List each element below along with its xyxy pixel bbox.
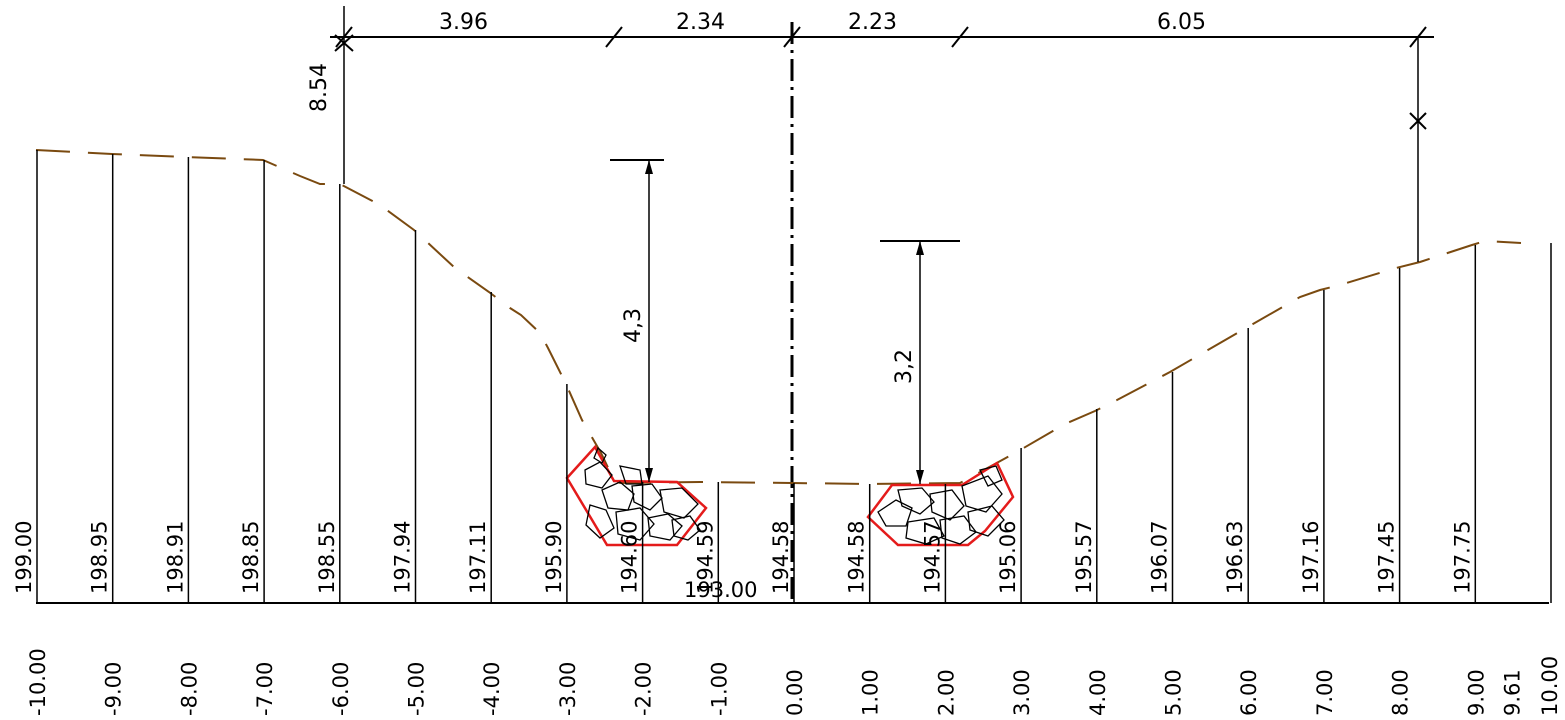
elevation-label: 194.58 — [769, 521, 793, 594]
station-label: 5.00 — [1162, 669, 1186, 716]
elevation-label: 197.45 — [1375, 521, 1399, 594]
elevation-label: 195.57 — [1072, 521, 1096, 594]
elevation-label: 199.00 — [12, 521, 36, 594]
station-label: -5.00 — [405, 662, 429, 716]
elevation-label: 197.94 — [391, 521, 415, 594]
height-dim-right-arrow-bottom — [916, 470, 924, 484]
elevation-label: 197.11 — [466, 521, 490, 594]
elevation-label: 196.07 — [1148, 521, 1172, 594]
height-dim-right-label: 3,2 — [892, 349, 917, 384]
elevation-label: 197.75 — [1450, 521, 1474, 594]
station-label: -1.00 — [707, 662, 731, 716]
station-label: 6.00 — [1237, 669, 1261, 716]
top-dim-label-4: 6.05 — [1157, 10, 1206, 35]
ground-profile — [36, 150, 1521, 484]
left-vertical-dim-label: 8.54 — [307, 63, 332, 112]
height-dim-left-arrow-bottom — [645, 468, 653, 482]
station-label: 4.00 — [1086, 669, 1110, 716]
station-label: 10.00 — [1538, 656, 1562, 716]
station-label: -7.00 — [253, 662, 277, 716]
elevation-label: 195.06 — [996, 521, 1020, 594]
station-label: -4.00 — [480, 662, 504, 716]
station-label: -2.00 — [632, 662, 656, 716]
station-label: -6.00 — [329, 662, 353, 716]
station-lines: 199.00 -10.00 198.95 -9.00 198.91 -8.00 198.85… — [12, 150, 1562, 716]
elevation-label: 197.16 — [1299, 521, 1323, 594]
height-dim-left-label: 4,3 — [621, 308, 646, 343]
elevation-label: 198.55 — [315, 521, 339, 594]
station-label: 9.00 — [1464, 669, 1488, 716]
elevation-label: 198.91 — [163, 521, 187, 594]
station-label: 3.00 — [1010, 669, 1034, 716]
elevation-label: 198.95 — [88, 521, 112, 594]
elevation-label: 194.60 — [618, 521, 642, 594]
elevation-label: 196.63 — [1223, 521, 1247, 594]
top-dim-label-3: 2.23 — [848, 10, 897, 35]
height-dim-right-arrow-top — [916, 241, 924, 255]
elevation-label: 194.59 — [693, 521, 717, 594]
station-label: 8.00 — [1389, 669, 1413, 716]
station-label: -3.00 — [556, 662, 580, 716]
elevation-label: 194.58 — [845, 521, 869, 594]
height-dim-left-arrow-top — [645, 160, 653, 174]
station-label: 9.61 — [1500, 669, 1524, 716]
station-label: -10.00 — [26, 648, 50, 716]
top-dim-label-2: 2.34 — [676, 10, 725, 35]
top-dim-label-1: 3.96 — [439, 10, 488, 35]
elevation-label: 195.90 — [542, 521, 566, 594]
elevation-label: 194.57 — [920, 521, 944, 594]
station-label: 1.00 — [859, 669, 883, 716]
station-label: 0.00 — [783, 669, 807, 716]
station-label: 7.00 — [1313, 669, 1337, 716]
station-label: -9.00 — [102, 662, 126, 716]
elevation-label: 198.85 — [239, 521, 263, 594]
station-label: -8.00 — [177, 662, 201, 716]
station-label: 2.00 — [934, 669, 958, 716]
